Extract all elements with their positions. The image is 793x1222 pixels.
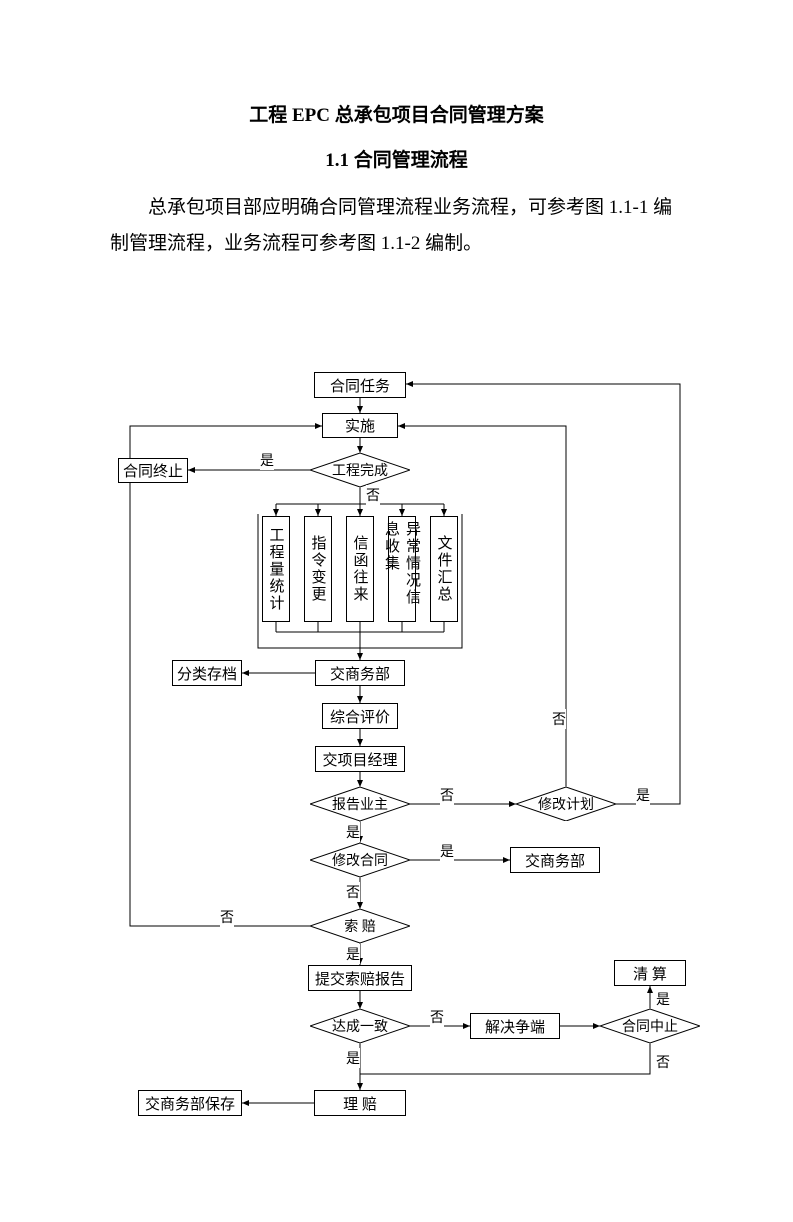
node-report-owner: 报告业主 bbox=[310, 787, 410, 821]
label-no-2: 否 bbox=[440, 785, 454, 805]
node-project-complete: 工程完成 bbox=[310, 453, 410, 487]
node-correspondence: 信函往来 bbox=[346, 516, 374, 622]
node-contract-terminate: 合同终止 bbox=[118, 458, 188, 483]
node-classify-archive: 分类存档 bbox=[172, 660, 242, 686]
node-contract-task: 合同任务 bbox=[314, 372, 406, 398]
intro-paragraph: 总承包项目部应明确合同管理流程业务流程，可参考图 1.1-1 编制管理流程，业务… bbox=[110, 190, 683, 262]
node-reach-agreement: 达成一致 bbox=[310, 1009, 410, 1043]
label-yes-2: 是 bbox=[346, 822, 360, 842]
node-abnormal-info: 异常情况信息收集 bbox=[388, 516, 416, 622]
label-no-4: 否 bbox=[346, 882, 360, 902]
node-modify-plan: 修改计划 bbox=[516, 787, 616, 821]
node-settlement: 清 算 bbox=[614, 960, 686, 986]
node-resolve-dispute: 解决争端 bbox=[470, 1013, 560, 1039]
label-no-1: 否 bbox=[366, 485, 380, 505]
label-no-7: 否 bbox=[656, 1052, 670, 1072]
node-quantity-stats: 工程量统计 bbox=[262, 516, 290, 622]
label-yes-5: 是 bbox=[346, 944, 360, 964]
flowchart: 合同任务 实施 工程完成 合同终止 工程量统计 指令变更 信函往来 异常情况信息… bbox=[0, 364, 793, 1184]
page-title: 工程 EPC 总承包项目合同管理方案 bbox=[0, 100, 793, 127]
label-no-6: 否 bbox=[430, 1007, 444, 1027]
node-claim: 索 赔 bbox=[310, 909, 410, 943]
node-to-pm: 交项目经理 bbox=[315, 746, 405, 772]
label-yes-7: 是 bbox=[656, 989, 670, 1009]
node-instruction-change: 指令变更 bbox=[304, 516, 332, 622]
label-yes-4: 是 bbox=[440, 841, 454, 861]
label-yes-1: 是 bbox=[260, 450, 274, 470]
label-yes-6: 是 bbox=[346, 1048, 360, 1068]
node-submit-claim-report: 提交索赔报告 bbox=[308, 965, 412, 991]
flowchart-edges bbox=[0, 364, 793, 1184]
label-yes-3: 是 bbox=[636, 785, 650, 805]
page-subtitle: 1.1 合同管理流程 bbox=[0, 145, 793, 172]
node-contract-suspend: 合同中止 bbox=[600, 1009, 700, 1043]
node-compensate: 理 赔 bbox=[314, 1090, 406, 1116]
node-to-commerce-2: 交商务部 bbox=[510, 847, 600, 873]
node-file-summary: 文件汇总 bbox=[430, 516, 458, 622]
node-to-commerce-1: 交商务部 bbox=[315, 660, 405, 686]
node-implement: 实施 bbox=[322, 413, 398, 438]
node-modify-contract: 修改合同 bbox=[310, 843, 410, 877]
node-commerce-keep: 交商务部保存 bbox=[138, 1090, 242, 1116]
label-no-5: 否 bbox=[220, 907, 234, 927]
label-no-3: 否 bbox=[552, 709, 566, 729]
node-comprehensive-eval: 综合评价 bbox=[322, 703, 398, 729]
